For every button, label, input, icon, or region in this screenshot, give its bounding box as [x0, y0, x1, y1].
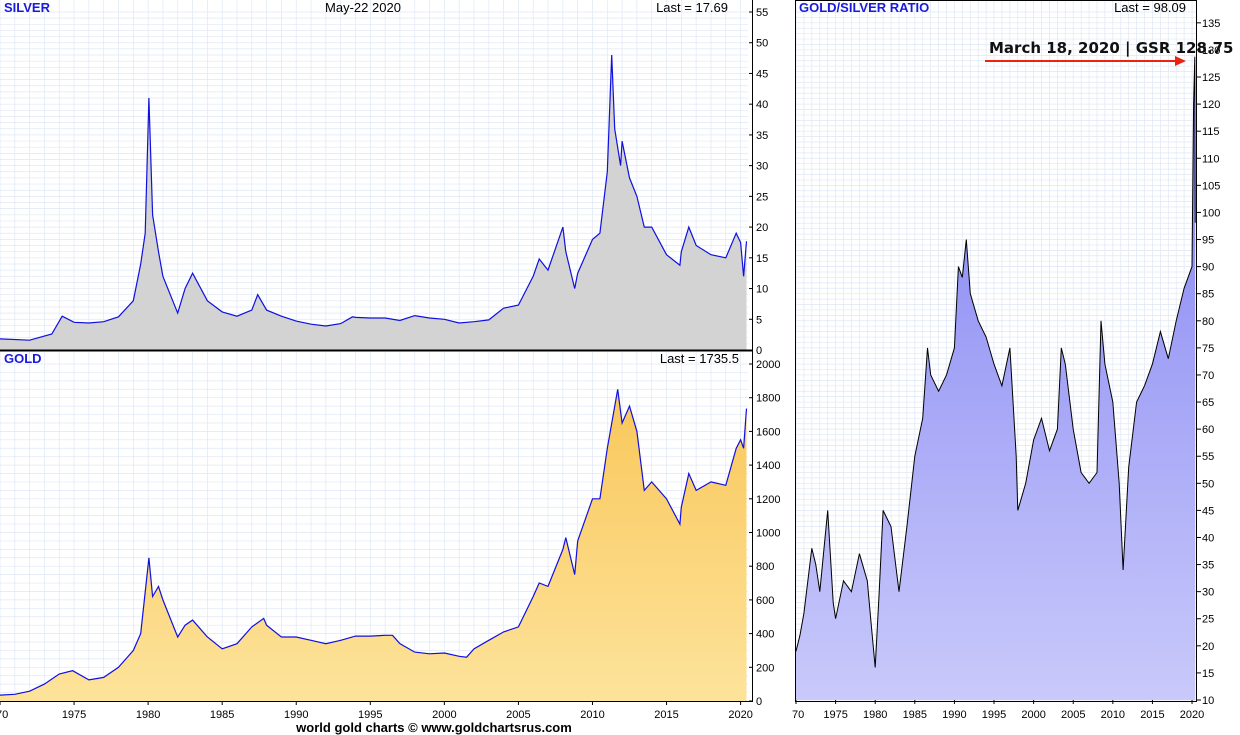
gold-xtick-label: 1990	[284, 709, 308, 721]
gold-y-axis: 0 200 400 600 800 1000 1200 1400 1600 1800 2000	[749, 359, 780, 708]
gold-xtick-label: 1980	[136, 709, 160, 721]
silver-last-value: Last = 17.69	[656, 0, 728, 15]
ratio-frame	[795, 0, 1197, 702]
silver-ytick-label: 55	[756, 7, 768, 19]
gold-xtick-label: 1985	[210, 709, 234, 721]
ratio-ytick-label: 70	[1202, 370, 1214, 382]
ratio-xtick-label: 2020	[1180, 709, 1204, 721]
gold-x-axis: 70 1975 1980 1985 1990 1995 2000 2005 2010 2015 20…	[0, 701, 753, 721]
ratio-ytick-label: 15	[1202, 668, 1214, 680]
gold-ytick-label: 800	[756, 561, 774, 573]
ratio-ytick-label: 135	[1202, 18, 1220, 30]
gold-panel: 0 200 400 600 800 1000 1200 1400 1600 1800 2000 70…	[0, 351, 780, 721]
ratio-ytick-label: 85	[1202, 289, 1214, 301]
gold-ytick-label: 200	[756, 662, 774, 674]
ratio-ytick-label: 130	[1202, 45, 1220, 57]
ratio-last-value: Last = 98.09	[1114, 0, 1186, 15]
gold-ytick-label: 1600	[756, 426, 780, 438]
ratio-grid	[795, 1, 1196, 701]
ratio-panel: 10 15 20 25 30 35 40 45 50 55 60 65 70 75 80 85 90 95 100 1…	[792, 0, 1233, 721]
gold-area	[0, 389, 747, 701]
ratio-ytick-label: 45	[1202, 505, 1214, 517]
ratio-title: GOLD/SILVER RATIO	[799, 0, 929, 15]
ratio-ytick-label: 100	[1202, 207, 1220, 219]
gold-ytick-label: 1400	[756, 460, 780, 472]
silver-ytick-label: 0	[756, 345, 762, 357]
gsr-annotation: March 18, 2020 | GSR 128.75	[989, 39, 1233, 58]
ratio-ytick-label: 60	[1202, 424, 1214, 436]
gold-ytick-label: 2000	[756, 359, 780, 371]
silver-ytick-label: 20	[756, 222, 768, 234]
ratio-ytick-label: 115	[1202, 126, 1220, 138]
silver-ytick-label: 40	[756, 99, 768, 111]
gold-price-line	[0, 389, 748, 696]
ratio-ytick-label: 50	[1202, 478, 1214, 490]
ratio-xtick-label: 1985	[903, 709, 927, 721]
silver-area	[0, 55, 747, 350]
ratio-ytick-label: 125	[1202, 72, 1220, 84]
ratio-xtick-label: 2010	[1101, 709, 1125, 721]
ratio-ytick-label: 80	[1202, 316, 1214, 328]
ratio-ytick-label: 55	[1202, 451, 1214, 463]
gold-ytick-label: 1800	[756, 393, 780, 405]
footer-credit: world gold charts © www.goldchartsrus.co…	[295, 720, 572, 735]
silver-panel: 0 5 10 15 20 25 30 35 40 45 50 55 SILVER May-22 202…	[0, 0, 768, 357]
gold-title: GOLD	[4, 351, 42, 366]
annotation-arrow-head	[1175, 56, 1186, 66]
ratio-ytick-label: 25	[1202, 614, 1214, 626]
ratio-xtick-label: 1990	[942, 709, 966, 721]
gold-ytick-label: 1000	[756, 528, 780, 540]
ratio-ytick-label: 120	[1202, 99, 1220, 111]
chart-date: May-22 2020	[325, 0, 401, 15]
ratio-line	[795, 56, 1196, 668]
silver-ytick-label: 35	[756, 130, 768, 142]
gold-xtick-label: 70	[0, 709, 8, 721]
gold-xtick-label: 1995	[358, 709, 382, 721]
ratio-xtick-label: 2015	[1140, 709, 1164, 721]
gold-xtick-label: 1975	[62, 709, 86, 721]
gold-xtick-label: 2015	[654, 709, 678, 721]
gold-ytick-label: 600	[756, 595, 774, 607]
ratio-ytick-label: 105	[1202, 180, 1220, 192]
ratio-ytick-label: 75	[1202, 343, 1214, 355]
silver-price-line	[0, 54, 748, 341]
ratio-ytick-label: 35	[1202, 560, 1214, 572]
ratio-x-axis: 70 1975 1980 1985 1990 1995 2000 2005 2010 2015 20…	[792, 700, 1204, 721]
ratio-xtick-label: 70	[792, 709, 804, 721]
gold-xtick-label: 2000	[432, 709, 456, 721]
silver-title: SILVER	[4, 0, 51, 15]
gold-ytick-label: 0	[756, 696, 762, 708]
silver-ytick-label: 50	[756, 38, 768, 50]
ratio-xtick-label: 1980	[863, 709, 887, 721]
ratio-ytick-label: 65	[1202, 397, 1214, 409]
gold-xtick-label: 2010	[580, 709, 604, 721]
silver-ytick-label: 25	[756, 191, 768, 203]
ratio-ytick-label: 40	[1202, 532, 1214, 544]
gold-xtick-label: 2005	[506, 709, 530, 721]
ratio-y-axis: 10 15 20 25 30 35 40 45 50 55 60 65 70 75 80 85 90 95 100 1…	[1197, 18, 1220, 707]
silver-ytick-label: 5	[756, 314, 762, 326]
gold-ytick-label: 1200	[756, 494, 780, 506]
gold-ytick-label: 400	[756, 629, 774, 641]
gold-xtick-label: 2020	[728, 709, 752, 721]
ratio-xtick-label: 2000	[1021, 709, 1045, 721]
gold-last-value: Last = 1735.5	[660, 351, 739, 366]
ratio-ytick-label: 30	[1202, 587, 1214, 599]
ratio-xtick-label: 1995	[982, 709, 1006, 721]
silver-ytick-label: 10	[756, 284, 768, 296]
silver-ytick-label: 30	[756, 161, 768, 173]
ratio-ytick-label: 10	[1202, 695, 1214, 707]
silver-ytick-label: 45	[756, 68, 768, 80]
ratio-xtick-label: 2005	[1061, 709, 1085, 721]
ratio-area	[796, 56, 1196, 700]
ratio-ytick-label: 95	[1202, 235, 1214, 247]
ratio-ytick-label: 110	[1202, 153, 1220, 165]
ratio-ytick-label: 90	[1202, 262, 1214, 274]
ratio-xtick-label: 1975	[823, 709, 847, 721]
silver-ytick-label: 15	[756, 253, 768, 265]
ratio-ytick-label: 20	[1202, 641, 1214, 653]
